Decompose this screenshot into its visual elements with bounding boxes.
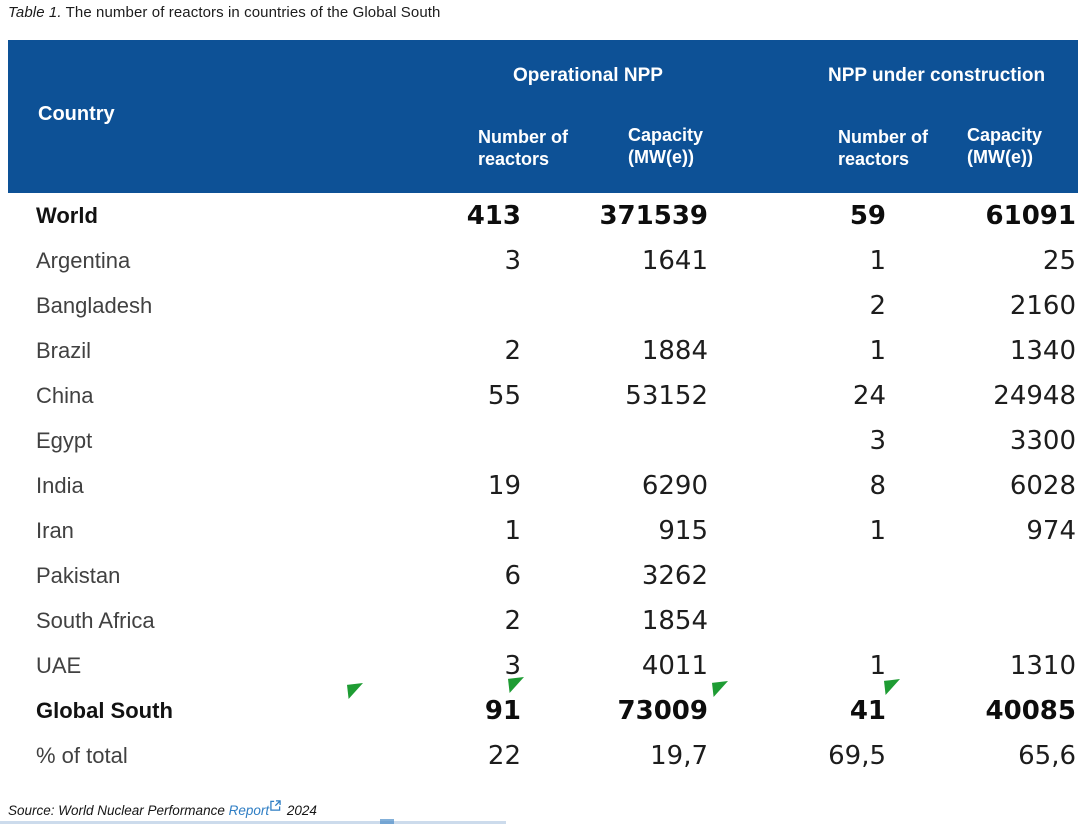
construction-reactors-cell: 3 — [869, 425, 886, 456]
country-cell: Iran — [36, 517, 74, 543]
report-link[interactable]: Report — [228, 803, 270, 818]
source-text: Source: World Nuclear Performance — [8, 803, 229, 818]
operational-reactors-cell: 1 — [504, 515, 521, 546]
header-group-npp-under-construction: NPP under construction — [828, 65, 1046, 86]
country-cell: Argentina — [36, 247, 131, 273]
operational-capacity-cell: 73009 — [617, 695, 708, 726]
table-row: Iran 1 915 1 974 — [8, 508, 1078, 553]
source-note: Source: World Nuclear Performance Report… — [8, 799, 317, 818]
construction-capacity-cell: 61091 — [985, 200, 1076, 231]
operational-reactors-cell: 6 — [504, 560, 521, 591]
table-header: Country Operational NPP NPP under constr… — [8, 40, 1078, 193]
operational-capacity-cell: 1884 — [641, 335, 708, 366]
table-body: World 413 371539 59 61091 Argentina 3 16… — [8, 193, 1078, 778]
construction-reactors-cell: 24 — [852, 380, 886, 411]
operational-reactors-cell: 3 — [504, 245, 521, 276]
construction-reactors-cell: 41 — [849, 695, 886, 726]
header-op-number-of-reactors: Number of reactors — [478, 127, 568, 169]
operational-capacity-cell: 6290 — [641, 470, 708, 501]
table-caption-text: The number of reactors in countries of t… — [61, 4, 441, 21]
header-op-capacity: Capacity (MW(e)) — [628, 125, 704, 167]
table-row: Bangladesh 2 2160 — [8, 283, 1078, 328]
construction-capacity-cell: 40085 — [985, 695, 1076, 726]
table-row: India 19 6290 8 6028 — [8, 463, 1078, 508]
construction-reactors-cell: 1 — [869, 245, 886, 276]
table-row: % of total 22 19,7 69,5 65,6 — [8, 733, 1078, 778]
construction-capacity-cell: 3300 — [1009, 425, 1076, 456]
construction-capacity-cell: 1310 — [1009, 650, 1076, 681]
construction-capacity-cell: 6028 — [1009, 470, 1076, 501]
table-row: Pakistan 6 3262 — [8, 553, 1078, 598]
table-caption: Table 1. The number of reactors in count… — [8, 4, 441, 21]
table-row: Egypt 3 3300 — [8, 418, 1078, 463]
country-cell: UAE — [36, 652, 82, 678]
operational-reactors-cell: 3 — [504, 650, 521, 681]
construction-reactors-cell: 59 — [849, 200, 886, 231]
operational-reactors-cell: 55 — [487, 380, 521, 411]
bottom-divider-accent — [380, 819, 394, 824]
operational-reactors-cell: 413 — [466, 200, 521, 231]
operational-capacity-cell: 1854 — [641, 605, 708, 636]
construction-reactors-cell: 2 — [869, 290, 886, 321]
header-country: Country — [38, 103, 115, 125]
bottom-divider — [0, 821, 506, 824]
operational-capacity-cell: 53152 — [625, 380, 708, 411]
external-link-icon — [270, 799, 281, 814]
operational-reactors-cell: 2 — [504, 335, 521, 366]
source-year: 2024 — [283, 803, 317, 818]
operational-capacity-cell: 19,7 — [650, 740, 708, 771]
operational-reactors-cell: 2 — [504, 605, 521, 636]
construction-capacity-cell: 1340 — [1009, 335, 1076, 366]
construction-capacity-cell: 974 — [1026, 515, 1076, 546]
table-row: Brazil 2 1884 1 1340 — [8, 328, 1078, 373]
operational-capacity-cell: 4011 — [641, 650, 708, 681]
country-cell: World — [36, 202, 98, 228]
construction-reactors-cell: 1 — [869, 515, 886, 546]
country-cell: India — [36, 472, 84, 498]
construction-reactors-cell: 1 — [869, 650, 886, 681]
construction-capacity-cell: 24948 — [993, 380, 1076, 411]
operational-capacity-cell: 915 — [658, 515, 708, 546]
operational-reactors-cell: 22 — [487, 740, 521, 771]
construction-capacity-cell: 25 — [1042, 245, 1076, 276]
operational-reactors-cell: 19 — [487, 470, 521, 501]
table-row: Global South 91 73009 41 40085 — [8, 688, 1078, 733]
country-cell: China — [36, 382, 94, 408]
construction-capacity-cell: 2160 — [1009, 290, 1076, 321]
table-row: Argentina 3 1641 1 25 — [8, 238, 1078, 283]
country-cell: Global South — [36, 697, 173, 723]
country-cell: % of total — [36, 742, 128, 768]
country-cell: Brazil — [36, 337, 92, 363]
table-row: China 55 53152 24 24948 — [8, 373, 1078, 418]
table-row: UAE 3 4011 1 1310 — [8, 643, 1078, 688]
header-uc-capacity: Capacity (MW(e)) — [967, 125, 1043, 167]
table-row: South Africa 2 1854 — [8, 598, 1078, 643]
table-caption-number: Table 1. — [8, 4, 62, 21]
country-cell: Egypt — [36, 427, 93, 453]
table-row: World 413 371539 59 61091 — [8, 193, 1078, 238]
operational-capacity-cell: 3262 — [641, 560, 708, 591]
operational-reactors-cell: 91 — [484, 695, 521, 726]
reactors-table: Country Operational NPP NPP under constr… — [8, 40, 1078, 778]
construction-capacity-cell: 65,6 — [1018, 740, 1076, 771]
header-group-operational-npp: Operational NPP — [513, 65, 663, 86]
operational-capacity-cell: 371539 — [599, 200, 708, 231]
construction-reactors-cell: 69,5 — [828, 740, 886, 771]
country-cell: South Africa — [36, 607, 155, 633]
construction-reactors-cell: 1 — [869, 335, 886, 366]
construction-reactors-cell: 8 — [869, 470, 886, 501]
operational-capacity-cell: 1641 — [641, 245, 708, 276]
country-cell: Pakistan — [36, 562, 121, 588]
header-uc-number-of-reactors: Number of reactors — [838, 127, 928, 169]
country-cell: Bangladesh — [36, 292, 153, 318]
